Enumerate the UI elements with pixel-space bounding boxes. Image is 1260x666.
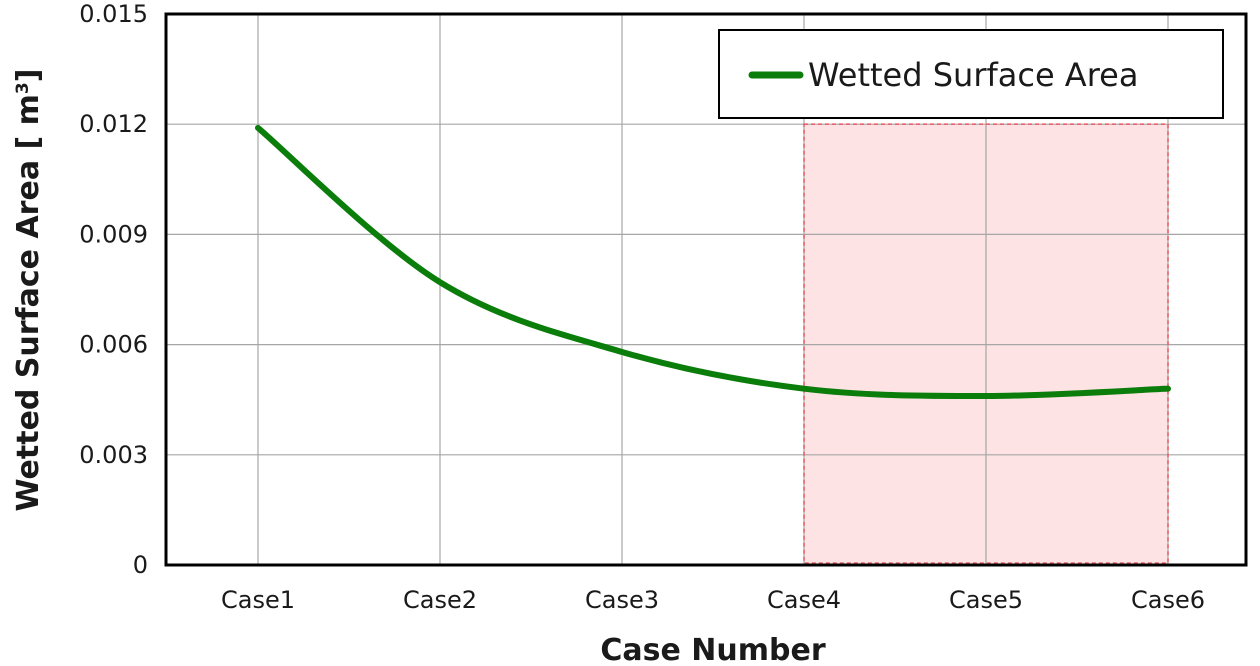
y-axis-title-main: Wetted Surface Area [ m bbox=[11, 94, 46, 511]
y-axis-title: Wetted Surface Area [ m3] bbox=[11, 69, 46, 512]
x-tick-label: Case2 bbox=[403, 586, 477, 614]
y-axis-title-close: ] bbox=[11, 69, 46, 83]
x-tick-label: Case6 bbox=[1131, 586, 1205, 614]
legend: Wetted Surface Area bbox=[718, 29, 1224, 119]
y-tick-label: 0 bbox=[133, 551, 148, 579]
series-line-wetted-surface-area bbox=[255, 124, 1171, 400]
x-tick-label: Case1 bbox=[221, 586, 295, 614]
x-tick-label: Case4 bbox=[767, 586, 841, 614]
y-tick-label: 0.003 bbox=[79, 441, 148, 469]
x-tick-label: Case3 bbox=[585, 586, 659, 614]
legend-label-wetted-surface-area: Wetted Surface Area bbox=[808, 56, 1138, 94]
y-tick-label: 0.009 bbox=[79, 220, 148, 248]
y-axis-title-superscript: 3 bbox=[13, 82, 33, 94]
highlight-region-border bbox=[803, 123, 1169, 564]
y-tick-label: 0.006 bbox=[79, 331, 148, 359]
x-tick-label: Case5 bbox=[949, 586, 1023, 614]
y-tick-label: 0.012 bbox=[79, 110, 148, 138]
y-tick-label: 0.015 bbox=[79, 0, 148, 28]
plot-area-frame bbox=[164, 12, 1248, 567]
x-axis-title: Case Number bbox=[600, 633, 825, 666]
